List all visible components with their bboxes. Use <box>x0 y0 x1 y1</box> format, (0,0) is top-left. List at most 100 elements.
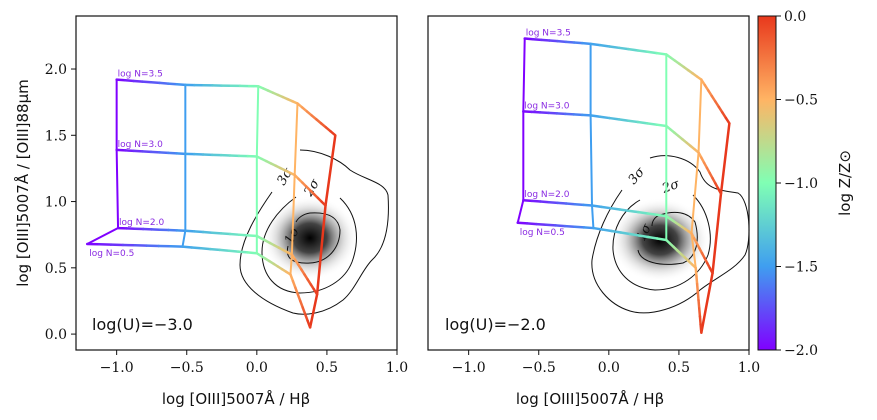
logN-segment <box>329 130 337 137</box>
logN-segment <box>218 248 231 253</box>
y-axis-label: log [OIII]5007Å / [OIII]88μm <box>13 79 32 286</box>
logN-segment <box>646 50 659 55</box>
contour-label-3sigma: 3σ <box>274 165 296 188</box>
logN-label: log N=3.5 <box>118 70 163 80</box>
logN-segment <box>598 43 611 48</box>
axes-frame <box>427 15 750 351</box>
logN-segment <box>227 249 240 253</box>
logN-segment <box>694 266 698 278</box>
logN-segment <box>237 233 250 237</box>
logN-segment <box>572 41 584 45</box>
logN-segment <box>573 202 585 207</box>
colorbar-tick-label: −2.0 <box>784 343 818 359</box>
logN-segment <box>582 226 595 230</box>
logN-label: log N=2.0 <box>524 190 569 200</box>
logN-line <box>516 221 703 335</box>
logN-label: log N=3.5 <box>526 29 571 39</box>
logN-segment <box>636 120 649 125</box>
logN-segment <box>516 221 529 225</box>
logN-segment <box>619 231 632 236</box>
logN-segment <box>655 123 668 128</box>
logN-segment <box>237 250 249 254</box>
metallicity-track <box>289 103 299 275</box>
logN-segment <box>696 290 700 302</box>
logN-segment <box>175 83 187 87</box>
logN-label: log N=0.5 <box>520 228 565 238</box>
x-tick-label: 1.0 <box>386 360 408 376</box>
logN-segment <box>123 79 136 83</box>
logN-segment <box>530 199 542 203</box>
logN-segment <box>636 49 649 54</box>
contour-label-2sigma: 2σ <box>659 176 682 197</box>
logN-segment <box>554 224 567 228</box>
contour-2sigma <box>261 196 357 294</box>
x-tick-label: 0.0 <box>598 360 620 376</box>
contour-label-2sigma: 2σ <box>301 176 324 200</box>
logN-segment <box>618 208 631 213</box>
logN-segment <box>564 202 577 206</box>
logN-label: log N=3.0 <box>118 140 163 150</box>
logN-segment <box>209 247 221 252</box>
logN-segment <box>724 116 731 125</box>
metallicity-track <box>690 79 703 268</box>
logU-annotation: log(U)=−3.0 <box>92 315 193 334</box>
logN-segment <box>627 209 640 214</box>
logU-annotation: log(U)=−2.0 <box>445 315 546 334</box>
logN-label: log N=3.0 <box>524 101 569 111</box>
x-tick-label: 0.5 <box>316 360 338 376</box>
logN-segment <box>556 201 568 205</box>
logN-segment <box>539 200 551 204</box>
logN-segment <box>199 247 212 251</box>
logN-segment <box>564 40 576 44</box>
logN-segment <box>617 46 630 51</box>
x-axis-label: log [OIII]5007Å / Hβ <box>516 389 664 408</box>
logN-segment <box>627 47 640 52</box>
logN-segment <box>573 225 586 229</box>
logN-segment <box>548 39 559 43</box>
logN-segment <box>617 118 630 122</box>
colorbar-gradient <box>757 15 777 351</box>
x-tick-label: 0.5 <box>668 360 690 376</box>
y-tick-label: 2.0 <box>45 62 67 78</box>
logN-line <box>116 226 319 296</box>
logN-segment <box>608 116 621 121</box>
metallicity-track <box>700 123 731 334</box>
logN-segment <box>598 115 611 120</box>
model-grid: log N=3.5 log N=3.0 log N=2.0 log N=0.5 <box>85 70 337 329</box>
logN-segment <box>522 198 534 203</box>
logN-segment <box>166 82 179 86</box>
logN-segment <box>320 200 327 207</box>
logN-segment <box>655 213 668 218</box>
logN-line <box>115 148 327 207</box>
logN-segment <box>627 119 640 124</box>
metallicity-track <box>516 38 526 224</box>
logN-segment <box>193 230 205 234</box>
contours <box>591 155 750 314</box>
x-tick-label: 0.0 <box>246 360 268 376</box>
logN-segment <box>115 78 127 82</box>
logN-segment <box>141 80 153 84</box>
logN-segment <box>556 39 568 44</box>
logN-segment <box>697 307 702 318</box>
logN-segment <box>246 234 259 238</box>
logN-segment <box>181 245 194 249</box>
colorbar-tick-label: −1.5 <box>784 260 818 276</box>
logN-segment <box>601 228 613 233</box>
colorbar: 0.0 −0.5 −1.0 −1.5 −2.0 log Z/Z⊙ <box>757 9 854 359</box>
x-tick-label: −1.0 <box>100 360 134 376</box>
axis-ticks: −1.0 −0.5 0.0 0.5 1.0 <box>452 350 760 376</box>
logN-segment <box>590 204 603 209</box>
logN-segment <box>531 37 543 42</box>
y-tick-label: 0.0 <box>45 327 67 343</box>
logN-segment <box>201 230 214 234</box>
x-tick-label: −0.5 <box>170 360 204 376</box>
logN-segment <box>708 266 714 275</box>
logN-segment <box>210 231 223 235</box>
axis-ticks: −1.0 −0.5 0.0 0.5 1.0 0.0 0.5 1.0 1.5 2.0 <box>45 62 408 376</box>
metallicity-track <box>589 43 595 229</box>
logN-segment <box>695 274 699 286</box>
logN-segment <box>523 37 535 41</box>
logN-segment <box>547 200 559 205</box>
